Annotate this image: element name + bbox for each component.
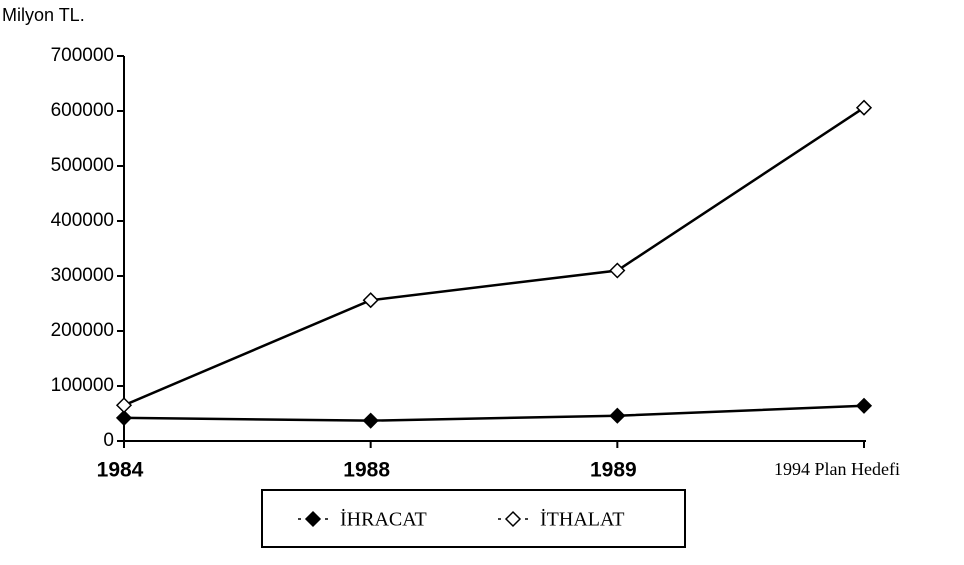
series-line (123, 106, 865, 407)
data-point (609, 407, 626, 424)
legend-marker (504, 510, 522, 528)
data-point (855, 99, 873, 116)
legend-label: İTHALAT (540, 508, 624, 531)
x-tick-label: 1984 (97, 459, 144, 482)
x-tick-label: 1994 Plan Hedefi (774, 459, 900, 479)
y-tick-label: 500000 (51, 155, 114, 176)
data-point (855, 397, 873, 414)
legend-marker (304, 510, 322, 528)
y-axis-label: Milyon TL. (2, 5, 85, 25)
y-tick-label: 300000 (51, 265, 114, 286)
y-tick-label: 600000 (51, 100, 114, 121)
y-tick-label: 700000 (51, 45, 114, 66)
legend-box (261, 489, 686, 548)
series-line (123, 404, 865, 422)
y-tick-label: 200000 (51, 320, 114, 341)
x-tick-label: 1989 (590, 459, 637, 482)
x-tick-label: 1988 (343, 459, 390, 482)
data-point (362, 412, 379, 429)
data-point (362, 292, 379, 309)
data-point (115, 397, 133, 414)
legend-label: İHRACAT (340, 508, 427, 531)
y-tick-label: 0 (103, 430, 114, 451)
data-point (115, 409, 133, 426)
y-tick-label: 400000 (51, 210, 114, 231)
y-tick-label: 100000 (51, 375, 114, 396)
data-point (609, 262, 626, 279)
